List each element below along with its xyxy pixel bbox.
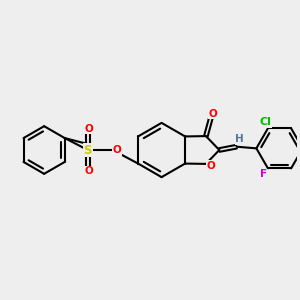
Text: O: O [84, 166, 93, 176]
Text: O: O [84, 124, 93, 134]
Text: H: H [236, 134, 244, 144]
Text: O: O [208, 109, 217, 119]
Text: Cl: Cl [260, 117, 271, 127]
Text: O: O [112, 145, 121, 155]
Text: O: O [206, 160, 215, 170]
Text: S: S [84, 143, 92, 157]
Text: F: F [260, 169, 268, 179]
